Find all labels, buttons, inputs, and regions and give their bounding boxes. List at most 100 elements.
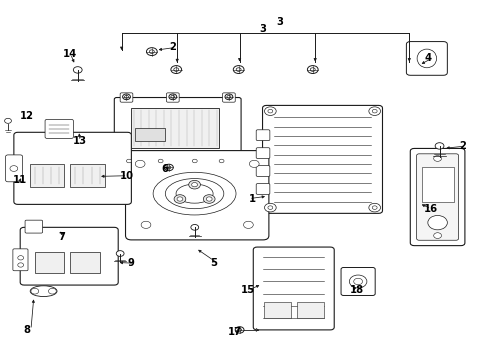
Text: 1: 1 bbox=[248, 194, 256, 204]
Circle shape bbox=[348, 275, 366, 288]
Circle shape bbox=[434, 143, 443, 149]
Text: 14: 14 bbox=[63, 49, 77, 59]
FancyBboxPatch shape bbox=[153, 156, 167, 166]
FancyBboxPatch shape bbox=[409, 148, 464, 246]
FancyBboxPatch shape bbox=[114, 98, 241, 160]
Text: 18: 18 bbox=[348, 285, 363, 296]
Circle shape bbox=[177, 197, 183, 201]
Ellipse shape bbox=[30, 286, 57, 297]
FancyBboxPatch shape bbox=[120, 93, 133, 102]
Circle shape bbox=[206, 197, 212, 201]
Circle shape bbox=[158, 159, 163, 163]
Circle shape bbox=[174, 195, 185, 203]
Text: 11: 11 bbox=[13, 175, 27, 185]
Bar bbox=[264, 302, 291, 318]
Text: 16: 16 bbox=[423, 204, 437, 214]
Text: 7: 7 bbox=[58, 232, 65, 242]
FancyBboxPatch shape bbox=[166, 93, 179, 102]
Circle shape bbox=[122, 94, 130, 100]
Circle shape bbox=[146, 48, 157, 55]
Circle shape bbox=[190, 225, 198, 230]
Circle shape bbox=[141, 221, 151, 228]
Circle shape bbox=[18, 263, 23, 267]
FancyBboxPatch shape bbox=[262, 105, 382, 213]
FancyBboxPatch shape bbox=[13, 249, 28, 271]
Circle shape bbox=[433, 233, 441, 238]
FancyBboxPatch shape bbox=[222, 93, 235, 102]
Circle shape bbox=[226, 95, 230, 98]
FancyBboxPatch shape bbox=[340, 267, 374, 296]
FancyBboxPatch shape bbox=[25, 220, 42, 233]
Circle shape bbox=[236, 68, 241, 71]
Bar bbox=[70, 252, 100, 273]
FancyBboxPatch shape bbox=[256, 184, 269, 194]
Circle shape bbox=[368, 107, 380, 116]
Bar bbox=[421, 167, 453, 202]
Text: 4: 4 bbox=[424, 53, 431, 63]
Text: 13: 13 bbox=[73, 136, 87, 146]
Circle shape bbox=[264, 107, 276, 116]
Text: 2: 2 bbox=[168, 42, 175, 52]
Circle shape bbox=[10, 166, 18, 171]
Circle shape bbox=[124, 95, 128, 98]
Circle shape bbox=[164, 164, 173, 171]
Bar bbox=[30, 164, 64, 187]
FancyBboxPatch shape bbox=[122, 156, 136, 166]
Circle shape bbox=[173, 68, 178, 71]
FancyBboxPatch shape bbox=[14, 132, 131, 204]
FancyBboxPatch shape bbox=[416, 154, 458, 240]
Circle shape bbox=[310, 68, 315, 71]
Circle shape bbox=[116, 251, 124, 256]
Circle shape bbox=[219, 159, 224, 163]
Text: 9: 9 bbox=[127, 258, 134, 268]
Circle shape bbox=[243, 221, 253, 228]
Text: 2: 2 bbox=[458, 141, 465, 151]
Circle shape bbox=[237, 328, 241, 331]
Circle shape bbox=[371, 206, 376, 210]
Text: 3: 3 bbox=[276, 17, 283, 27]
Circle shape bbox=[135, 160, 145, 167]
Circle shape bbox=[166, 166, 170, 169]
FancyBboxPatch shape bbox=[20, 227, 118, 285]
Circle shape bbox=[371, 109, 376, 113]
Text: 3: 3 bbox=[259, 24, 265, 35]
Circle shape bbox=[267, 109, 272, 113]
Circle shape bbox=[31, 288, 39, 294]
Circle shape bbox=[433, 156, 441, 161]
Circle shape bbox=[233, 66, 244, 73]
Ellipse shape bbox=[176, 184, 213, 203]
Ellipse shape bbox=[165, 179, 224, 209]
Circle shape bbox=[126, 159, 131, 163]
Circle shape bbox=[48, 288, 56, 294]
Circle shape bbox=[18, 256, 23, 260]
Text: 17: 17 bbox=[227, 327, 242, 337]
Circle shape bbox=[353, 278, 362, 285]
Ellipse shape bbox=[153, 172, 236, 215]
Circle shape bbox=[168, 94, 176, 100]
Circle shape bbox=[368, 203, 380, 212]
FancyBboxPatch shape bbox=[5, 155, 22, 182]
Circle shape bbox=[203, 195, 215, 203]
Text: 12: 12 bbox=[20, 111, 34, 121]
Circle shape bbox=[170, 95, 174, 98]
Circle shape bbox=[264, 203, 276, 212]
Text: 10: 10 bbox=[120, 171, 134, 181]
Bar bbox=[297, 302, 324, 318]
Circle shape bbox=[188, 180, 200, 189]
Circle shape bbox=[4, 118, 11, 123]
Bar bbox=[135, 128, 164, 141]
Circle shape bbox=[149, 50, 154, 53]
FancyBboxPatch shape bbox=[187, 156, 202, 166]
FancyBboxPatch shape bbox=[256, 148, 269, 158]
FancyBboxPatch shape bbox=[256, 166, 269, 176]
Text: 8: 8 bbox=[23, 325, 31, 335]
Bar bbox=[35, 252, 64, 273]
Circle shape bbox=[224, 94, 232, 100]
FancyBboxPatch shape bbox=[253, 247, 333, 330]
FancyBboxPatch shape bbox=[256, 130, 269, 140]
Circle shape bbox=[235, 327, 244, 333]
Text: 6: 6 bbox=[161, 164, 168, 174]
Circle shape bbox=[170, 66, 181, 73]
Ellipse shape bbox=[416, 49, 436, 68]
Text: 5: 5 bbox=[210, 258, 217, 268]
